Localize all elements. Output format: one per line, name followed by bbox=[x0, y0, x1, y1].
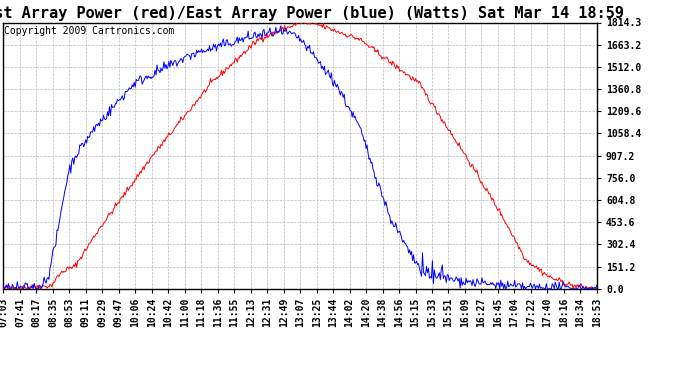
Title: West Array Power (red)/East Array Power (blue) (Watts) Sat Mar 14 18:59: West Array Power (red)/East Array Power … bbox=[0, 6, 624, 21]
Text: Copyright 2009 Cartronics.com: Copyright 2009 Cartronics.com bbox=[4, 27, 175, 36]
